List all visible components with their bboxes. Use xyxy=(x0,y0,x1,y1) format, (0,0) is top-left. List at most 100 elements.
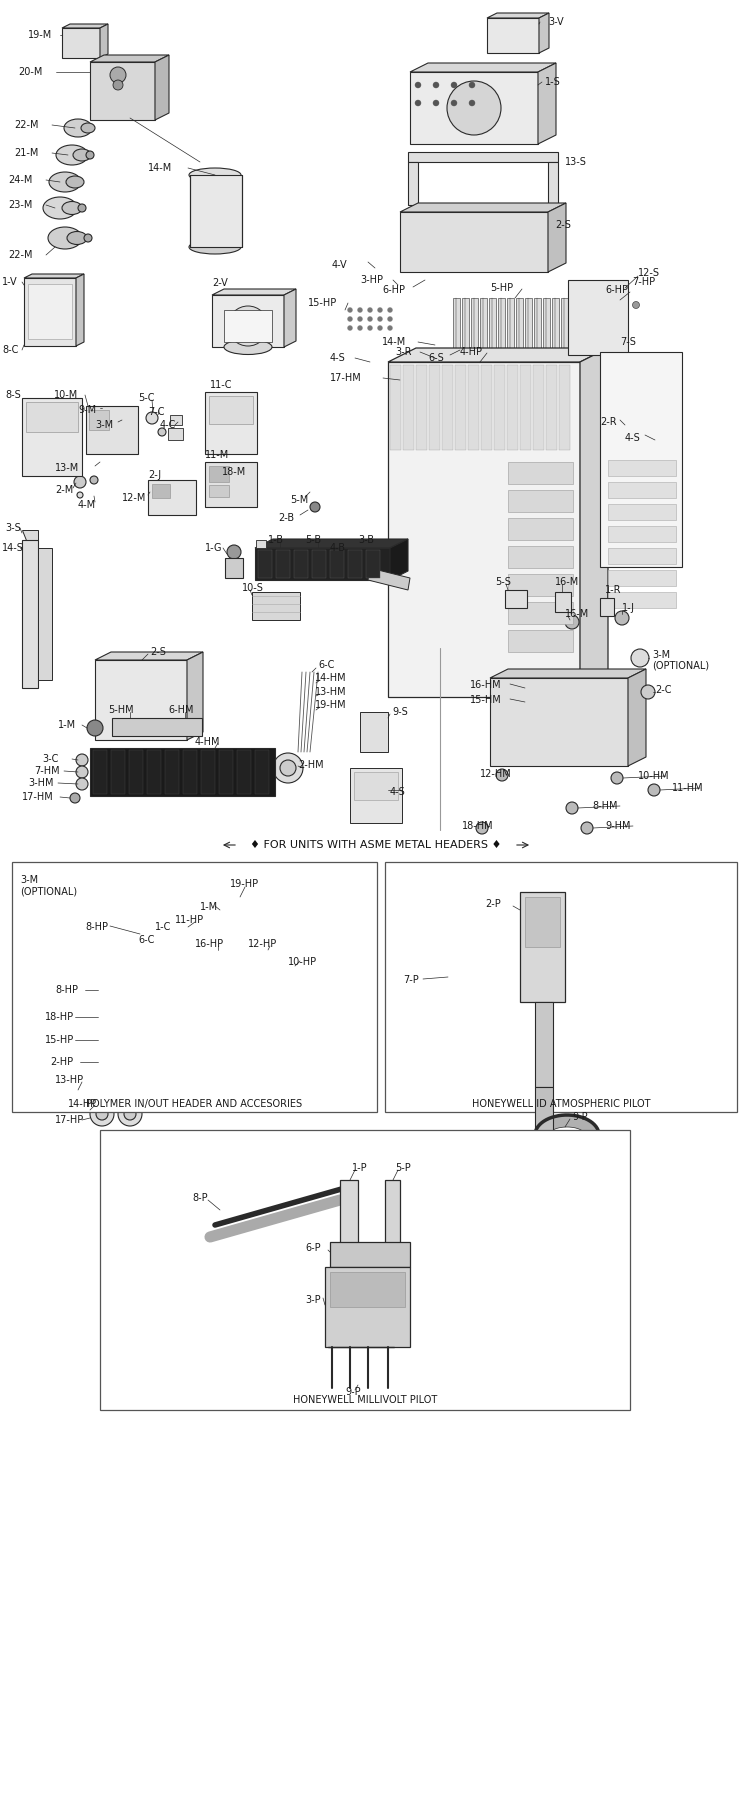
Circle shape xyxy=(347,317,353,322)
Text: 1-C: 1-C xyxy=(155,922,171,932)
Text: 14-S: 14-S xyxy=(2,544,24,553)
Circle shape xyxy=(158,428,166,436)
Text: 16-M: 16-M xyxy=(565,608,590,619)
Text: 16-HM: 16-HM xyxy=(470,680,502,689)
Text: 1-R: 1-R xyxy=(605,585,621,596)
Bar xyxy=(22,398,82,475)
Ellipse shape xyxy=(67,232,87,245)
Circle shape xyxy=(368,308,372,313)
Circle shape xyxy=(357,317,362,322)
Polygon shape xyxy=(212,295,284,347)
Ellipse shape xyxy=(81,122,95,133)
Circle shape xyxy=(378,326,383,331)
Polygon shape xyxy=(548,162,558,205)
Ellipse shape xyxy=(73,149,91,160)
Bar xyxy=(86,407,138,454)
Polygon shape xyxy=(390,538,408,580)
Text: 1-B: 1-B xyxy=(268,535,284,545)
Bar xyxy=(168,428,183,439)
Polygon shape xyxy=(580,347,608,697)
Bar xyxy=(525,896,560,947)
Text: 11-HM: 11-HM xyxy=(672,783,704,794)
Circle shape xyxy=(76,767,88,778)
Ellipse shape xyxy=(95,1010,115,1024)
Polygon shape xyxy=(481,365,492,450)
Bar xyxy=(608,504,676,520)
Bar xyxy=(252,592,300,619)
Text: 1-P: 1-P xyxy=(352,1163,368,1174)
Bar xyxy=(209,466,229,482)
Polygon shape xyxy=(538,63,556,144)
Polygon shape xyxy=(368,569,410,590)
Text: 1-J: 1-J xyxy=(622,603,635,614)
Circle shape xyxy=(368,317,372,322)
Circle shape xyxy=(632,301,639,308)
Text: 3-B: 3-B xyxy=(358,535,374,545)
Circle shape xyxy=(347,326,353,331)
Text: ♦ FOR UNITS WITH ASME METAL HEADERS ♦: ♦ FOR UNITS WITH ASME METAL HEADERS ♦ xyxy=(250,841,502,850)
Circle shape xyxy=(496,769,508,781)
Ellipse shape xyxy=(56,146,88,166)
Text: 12-S: 12-S xyxy=(638,268,660,277)
Bar xyxy=(111,751,125,794)
Circle shape xyxy=(347,308,353,313)
Text: 23-M: 23-M xyxy=(8,200,32,211)
Circle shape xyxy=(130,1078,158,1105)
Ellipse shape xyxy=(95,1055,115,1069)
Text: 8-HM: 8-HM xyxy=(592,801,617,812)
Bar xyxy=(608,547,676,563)
Circle shape xyxy=(176,925,200,949)
Text: 22-M: 22-M xyxy=(14,121,38,130)
Circle shape xyxy=(357,326,362,331)
Polygon shape xyxy=(24,274,84,277)
Bar xyxy=(170,416,182,425)
Polygon shape xyxy=(455,365,466,450)
Polygon shape xyxy=(100,950,280,983)
Polygon shape xyxy=(628,670,646,767)
Text: 7-C: 7-C xyxy=(148,407,165,418)
Polygon shape xyxy=(561,299,568,347)
Circle shape xyxy=(469,101,475,106)
Text: 2-J: 2-J xyxy=(148,470,161,481)
Text: 9-HM: 9-HM xyxy=(605,821,630,832)
Text: 11-HP: 11-HP xyxy=(175,914,204,925)
Bar xyxy=(608,592,676,608)
Circle shape xyxy=(90,475,98,484)
Circle shape xyxy=(596,301,604,308)
Bar xyxy=(535,1087,553,1136)
Bar xyxy=(190,175,242,247)
Text: 21-M: 21-M xyxy=(14,148,38,158)
Polygon shape xyxy=(570,299,577,347)
Text: 6-HP: 6-HP xyxy=(605,284,628,295)
Circle shape xyxy=(74,475,86,488)
Text: 6-HM: 6-HM xyxy=(168,706,193,715)
Circle shape xyxy=(566,803,578,814)
Bar xyxy=(555,592,571,612)
Circle shape xyxy=(433,101,439,106)
Text: 6-S: 6-S xyxy=(428,353,444,364)
Circle shape xyxy=(620,301,627,308)
Polygon shape xyxy=(400,212,548,272)
Text: 8-C: 8-C xyxy=(2,346,18,355)
Bar xyxy=(256,540,266,547)
Circle shape xyxy=(346,1289,358,1301)
Polygon shape xyxy=(24,277,76,346)
Bar xyxy=(350,769,402,823)
Text: HONEYWELL MILLIVOLT PILOT: HONEYWELL MILLIVOLT PILOT xyxy=(293,1395,437,1406)
Bar xyxy=(255,751,269,794)
Text: 1-M: 1-M xyxy=(58,720,76,731)
Bar xyxy=(183,751,197,794)
Circle shape xyxy=(631,650,649,668)
Text: 6-HP: 6-HP xyxy=(382,284,405,295)
Bar xyxy=(93,751,107,794)
Circle shape xyxy=(227,545,241,560)
Text: 5-C: 5-C xyxy=(138,392,154,403)
Bar xyxy=(608,571,676,587)
Text: 2-HM: 2-HM xyxy=(298,760,323,770)
Text: 8-HP: 8-HP xyxy=(85,922,108,932)
Text: 15-HM: 15-HM xyxy=(470,695,502,706)
Bar xyxy=(276,551,290,578)
Bar xyxy=(340,1181,358,1271)
Circle shape xyxy=(124,1109,136,1120)
Polygon shape xyxy=(535,1114,599,1136)
